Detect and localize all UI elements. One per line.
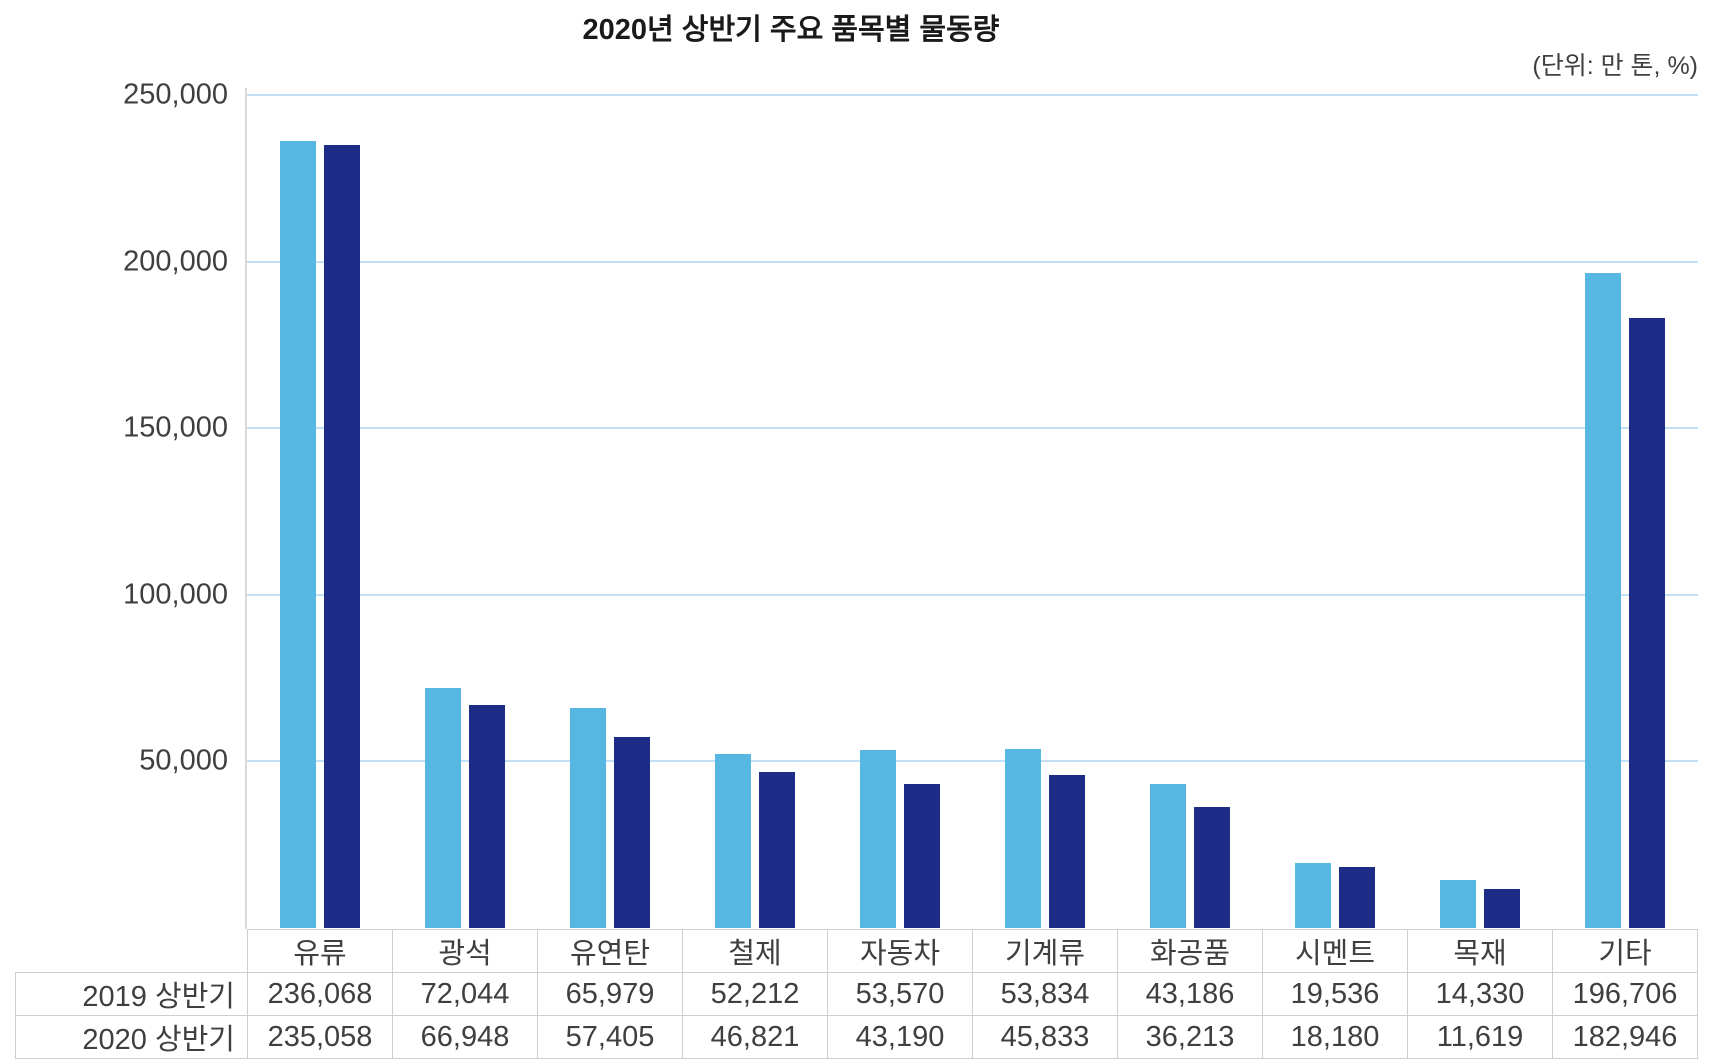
value-cell: 53,834 [972, 972, 1118, 1016]
y-axis: 250,000 200,000 150,000 100,000 50,000 [0, 79, 228, 928]
bar-group [537, 95, 682, 928]
gridline [247, 260, 1698, 263]
series-row-0: 2019 상반기 236,068 72,044 65,979 52,212 53,570 5… [15, 972, 1698, 1016]
value-cell: 72,044 [392, 972, 538, 1016]
bar-group [1553, 95, 1698, 928]
bar-series-0-3 [569, 708, 606, 928]
value-cell: 18,180 [1262, 1015, 1408, 1059]
y-axis-tick-label: 100,000 [123, 578, 228, 611]
category-header-row: 유류 광석 유연탄 철제 자동차 기계류 화공품 시멘트 목재 기타 [16, 929, 1698, 973]
value-cell: 43,190 [827, 1015, 973, 1059]
gridline [247, 760, 1698, 763]
gridline [247, 427, 1698, 430]
gridline [247, 94, 1698, 96]
value-cell: 57,405 [537, 1015, 683, 1059]
value-cell: 11,619 [1407, 1015, 1553, 1059]
value-cell: 46,821 [682, 1015, 828, 1059]
value-cell: 43,186 [1117, 972, 1263, 1016]
series-row-label: 2020 상반기 [15, 1015, 248, 1059]
bar-group [972, 95, 1117, 928]
unit-note: (단위: 만 톤, %) [1532, 52, 1698, 80]
value-cell: 196,706 [1552, 972, 1698, 1016]
y-axis-tick-label: 200,000 [123, 245, 228, 278]
plot-area [247, 94, 1698, 928]
bar-series-1-2 [468, 704, 505, 928]
category-header-cell: 광석 [392, 929, 538, 973]
bar-group [827, 95, 972, 928]
value-cell: 236,068 [247, 972, 393, 1016]
bar-series-1-1 [323, 144, 360, 928]
bar-group [1118, 95, 1263, 928]
category-header-cell: 유류 [247, 929, 393, 973]
bar-series-0-8 [1295, 862, 1332, 928]
bar-series-0-5 [859, 749, 896, 928]
bar-series-1-9 [1484, 889, 1521, 928]
bar-series-0-7 [1150, 784, 1187, 928]
bar-group [1408, 95, 1553, 928]
bar-group [392, 95, 537, 928]
bar-group [1263, 95, 1408, 928]
bar-series-1-3 [613, 736, 650, 928]
series-row-1: 2020 상반기 235,058 66,948 57,405 46,821 43,190 4… [15, 1015, 1698, 1059]
value-cell: 65,979 [537, 972, 683, 1016]
y-axis-tick-label: 250,000 [123, 78, 228, 111]
y-axis-tick-label: 150,000 [123, 411, 228, 444]
value-cell: 36,213 [1117, 1015, 1263, 1059]
value-cell: 182,946 [1552, 1015, 1698, 1059]
category-header-cell: 기계류 [972, 929, 1118, 973]
chart-title: 2020년 상반기 주요 품목별 물동량 [582, 14, 1000, 46]
category-header-cell: 유연탄 [537, 929, 683, 973]
gridline [247, 593, 1698, 596]
category-header-cell: 철제 [682, 929, 828, 973]
category-header-cell: 화공품 [1117, 929, 1263, 973]
bar-group [247, 95, 392, 928]
value-cell: 14,330 [1407, 972, 1553, 1016]
value-cell: 53,570 [827, 972, 973, 1016]
bar-series-0-2 [424, 687, 461, 928]
bar-series-1-4 [758, 772, 795, 928]
bar-groups [247, 95, 1698, 928]
bar-group [682, 95, 827, 928]
bar-series-1-10 [1629, 318, 1666, 928]
series-row-label: 2019 상반기 [15, 972, 248, 1016]
category-header-cell: 기타 [1552, 929, 1698, 973]
category-header-cell: 목재 [1407, 929, 1553, 973]
category-header-cell: 시멘트 [1262, 929, 1408, 973]
bar-series-0-6 [1005, 748, 1042, 928]
bar-series-1-8 [1339, 867, 1376, 928]
table-body: 유류 광석 유연탄 철제 자동차 기계류 화공품 시멘트 목재 기타 2019 상반기 236,068… [15, 929, 1698, 1059]
value-cell: 66,948 [392, 1015, 538, 1059]
bar-series-1-7 [1194, 807, 1231, 928]
bar-series-1-5 [903, 784, 940, 928]
bar-series-0-4 [714, 754, 751, 928]
bar-series-0-9 [1440, 880, 1477, 928]
value-cell: 19,536 [1262, 972, 1408, 1016]
bar-series-1-6 [1049, 775, 1086, 928]
value-cell: 235,058 [247, 1015, 393, 1059]
y-axis-tick-label: 50,000 [139, 744, 228, 777]
data-table: 유류 광석 유연탄 철제 자동차 기계류 화공품 시멘트 목재 기타 2019 상반기 236,068… [15, 929, 1698, 1059]
y-axis-line [245, 88, 247, 929]
table-corner-ghost-cell [16, 930, 248, 973]
value-cell: 52,212 [682, 972, 828, 1016]
bar-series-0-1 [279, 141, 316, 928]
value-cell: 45,833 [972, 1015, 1118, 1059]
category-header-cell: 자동차 [827, 929, 973, 973]
bar-series-0-10 [1585, 272, 1622, 928]
